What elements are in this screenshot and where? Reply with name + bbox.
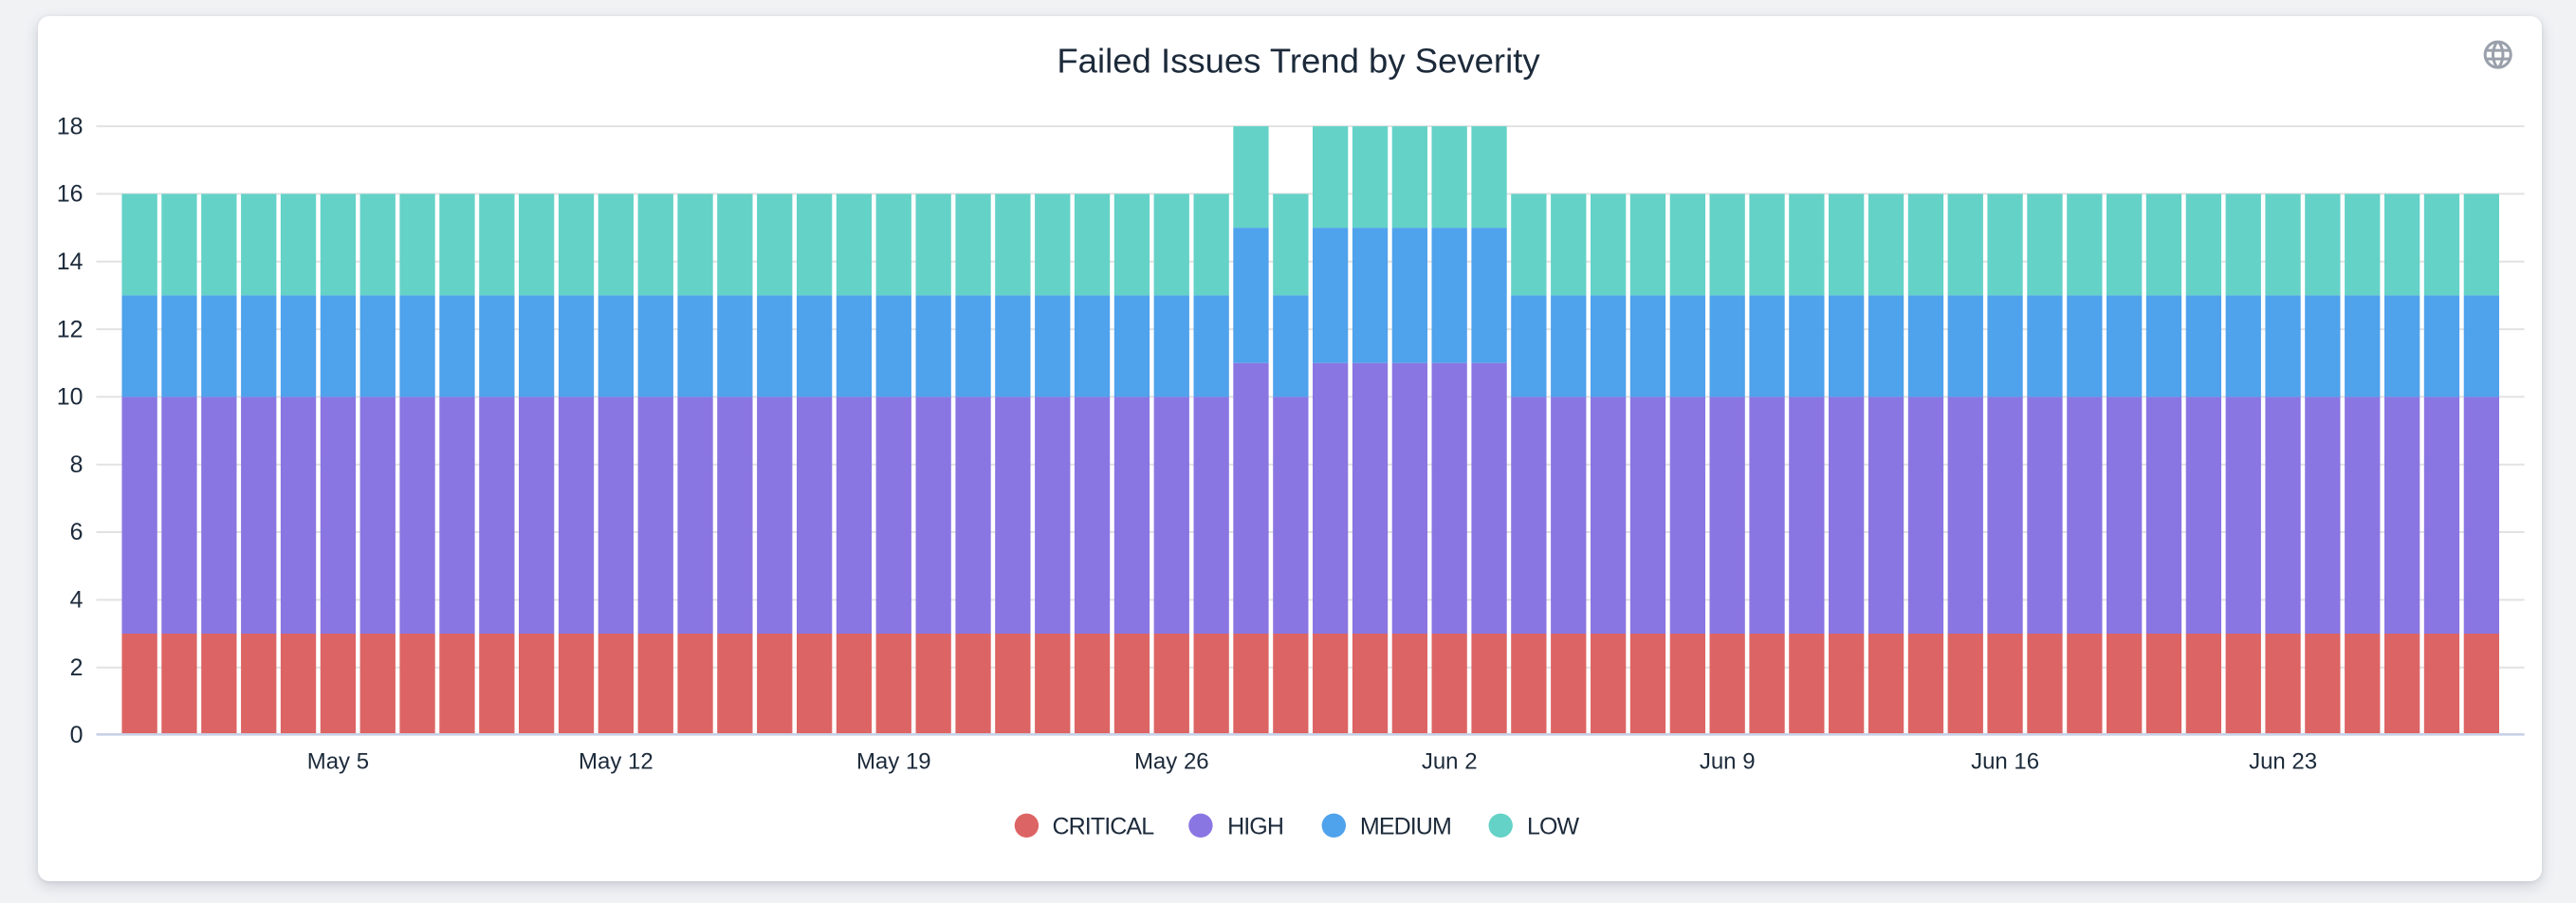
svg-text:Failed Issues Trend by Severit: Failed Issues Trend by Severity: [1057, 42, 1540, 81]
svg-text:10: 10: [57, 384, 83, 411]
svg-text:2: 2: [70, 654, 83, 681]
svg-text:May 19: May 19: [856, 749, 931, 775]
svg-text:16: 16: [57, 181, 83, 208]
svg-text:Jun 16: Jun 16: [1971, 749, 2039, 775]
svg-text:6: 6: [70, 519, 83, 545]
svg-text:LOW: LOW: [1527, 813, 1580, 839]
svg-text:4: 4: [70, 587, 83, 614]
svg-text:HIGH: HIGH: [1227, 813, 1283, 839]
svg-text:CRITICAL: CRITICAL: [1053, 813, 1155, 839]
svg-text:Jun 9: Jun 9: [1700, 749, 1756, 775]
svg-text:14: 14: [57, 249, 83, 275]
svg-text:MEDIUM: MEDIUM: [1360, 813, 1451, 839]
svg-text:8: 8: [70, 452, 83, 478]
svg-text:May 5: May 5: [307, 749, 369, 775]
svg-text:18: 18: [57, 113, 83, 139]
svg-text:Jun 23: Jun 23: [2249, 749, 2317, 775]
svg-text:May 12: May 12: [579, 749, 653, 775]
svg-text:12: 12: [57, 316, 83, 342]
svg-text:May 26: May 26: [1134, 749, 1209, 775]
svg-text:0: 0: [70, 722, 83, 748]
svg-text:Jun 2: Jun 2: [1422, 749, 1478, 775]
